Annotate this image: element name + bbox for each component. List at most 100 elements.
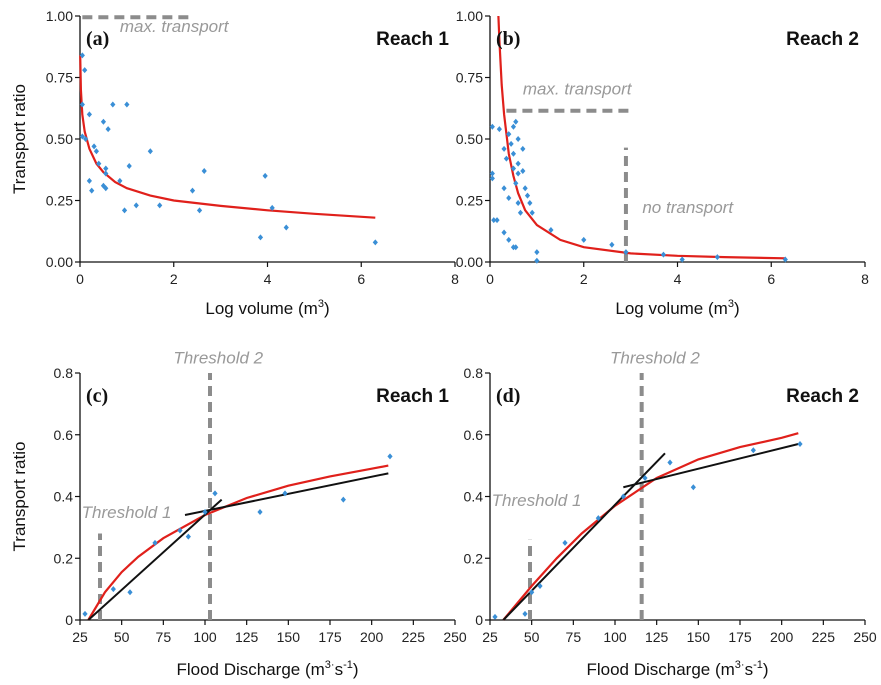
panel-d: 25 50 75 100 125 150 175 200 225 250 0 0.2 0.4 0.6 0.8…	[464, 349, 877, 679]
panel-letter: (a)	[86, 28, 109, 50]
data-point	[522, 610, 528, 617]
data-point	[581, 236, 587, 243]
data-point	[100, 118, 107, 125]
y-tick-label: 0.75	[456, 70, 483, 86]
data-point	[100, 182, 107, 189]
data-point	[660, 251, 667, 258]
data-point	[620, 493, 626, 500]
x-tick-label: 100	[193, 629, 217, 645]
panel-letter: (b)	[496, 28, 520, 50]
y-tick-label: 0.6	[54, 427, 74, 443]
data-point	[86, 177, 92, 184]
data-point	[506, 195, 512, 202]
panel-letter: (c)	[86, 385, 108, 407]
x-tick-label: 75	[156, 629, 172, 645]
data-point	[782, 256, 788, 263]
y-tick-label: 0.25	[456, 193, 483, 209]
x-tick-label: 50	[524, 629, 540, 645]
x-tick-label: 225	[402, 629, 426, 645]
data-point	[189, 187, 196, 194]
data-point	[372, 239, 378, 246]
x-tick-label: 2	[580, 271, 588, 287]
x-tick-label: 150	[277, 629, 301, 645]
x-tick-label: 6	[357, 271, 365, 287]
y-tick-label: 0.2	[464, 550, 484, 566]
data-point	[177, 527, 183, 534]
x-tick-label: 175	[728, 629, 752, 645]
data-point	[513, 118, 519, 125]
data-point	[642, 474, 648, 481]
data-point	[185, 533, 191, 540]
x-axis-label: Log volume (m3)	[615, 298, 739, 318]
data-point	[510, 123, 517, 130]
fit-curve	[87, 464, 389, 621]
y-axis-label: Transport ratio	[10, 84, 29, 194]
x-tick-label: 125	[235, 629, 259, 645]
x-tick-label: 4	[264, 271, 272, 287]
data-point	[510, 150, 517, 157]
data-point	[503, 155, 510, 162]
data-point	[96, 160, 102, 167]
data-point	[89, 187, 95, 194]
data-point	[520, 167, 526, 174]
y-tick-label: 0.4	[464, 489, 484, 505]
panel-b: 0 2 4 6 8 0.00 0.25 0.50 0.75 1.00 Log volume (m3)…	[456, 8, 869, 318]
data-point	[489, 175, 495, 182]
data-point	[623, 249, 629, 256]
data-point	[520, 145, 526, 152]
data-point	[79, 52, 85, 59]
data-point	[103, 170, 109, 177]
data-point	[524, 192, 531, 199]
data-point	[537, 583, 543, 590]
x-tick-label: 100	[603, 629, 627, 645]
data-point	[714, 254, 720, 261]
data-point	[510, 165, 517, 172]
x-tick-label: 6	[767, 271, 775, 287]
data-point	[562, 539, 568, 546]
data-point	[82, 610, 88, 617]
data-point	[501, 145, 507, 152]
data-point	[496, 126, 502, 133]
data-point	[127, 589, 133, 596]
data-point	[515, 136, 521, 142]
data-point	[133, 202, 139, 209]
y-tick-label: 0.6	[464, 427, 484, 443]
x-tick-label: 25	[72, 629, 88, 645]
data-point	[534, 257, 540, 264]
panel-letter: (d)	[496, 385, 520, 407]
data-point	[83, 136, 89, 142]
data-point	[513, 180, 519, 187]
fit-curve	[502, 432, 799, 621]
annotation-label: Threshold 1	[492, 491, 582, 510]
data-point	[157, 202, 163, 209]
panel-a: 0 2 4 6 8 0.00 0.25 0.50 0.75 1.00 Log volume (m3)…	[10, 8, 459, 318]
data-point	[282, 490, 288, 497]
data-point	[257, 234, 264, 241]
y-axis-label: Transport ratio	[10, 442, 29, 552]
data-point	[494, 217, 500, 224]
y-tick-label: 0.8	[464, 365, 484, 381]
data-point	[93, 148, 100, 155]
data-point	[117, 177, 123, 184]
panel-title: Reach 1	[376, 29, 449, 50]
x-tick-label: 0	[486, 271, 494, 287]
x-axis-label: Log volume (m3)	[205, 298, 329, 318]
data-point	[667, 459, 673, 466]
data-point	[491, 217, 497, 224]
panel-title: Reach 2	[786, 386, 859, 407]
data-point	[126, 163, 132, 170]
fit-curve	[79, 55, 376, 219]
data-point	[506, 236, 512, 243]
data-point	[679, 256, 685, 263]
data-point	[548, 227, 554, 234]
x-tick-label: 8	[451, 271, 459, 287]
y-tick-label: 0.8	[54, 365, 74, 381]
y-tick-label: 0.50	[456, 131, 483, 147]
data-point	[492, 613, 498, 620]
data-point	[489, 123, 495, 130]
y-tick-label: 0.25	[46, 193, 73, 209]
data-point	[595, 515, 601, 522]
data-point	[340, 496, 346, 503]
y-tick-label: 0.00	[46, 254, 73, 270]
data-point	[110, 101, 116, 108]
